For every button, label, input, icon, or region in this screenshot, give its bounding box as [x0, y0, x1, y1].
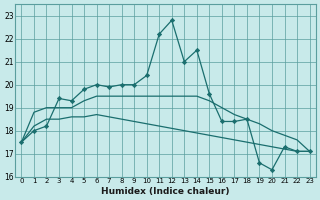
X-axis label: Humidex (Indice chaleur): Humidex (Indice chaleur)	[101, 187, 230, 196]
